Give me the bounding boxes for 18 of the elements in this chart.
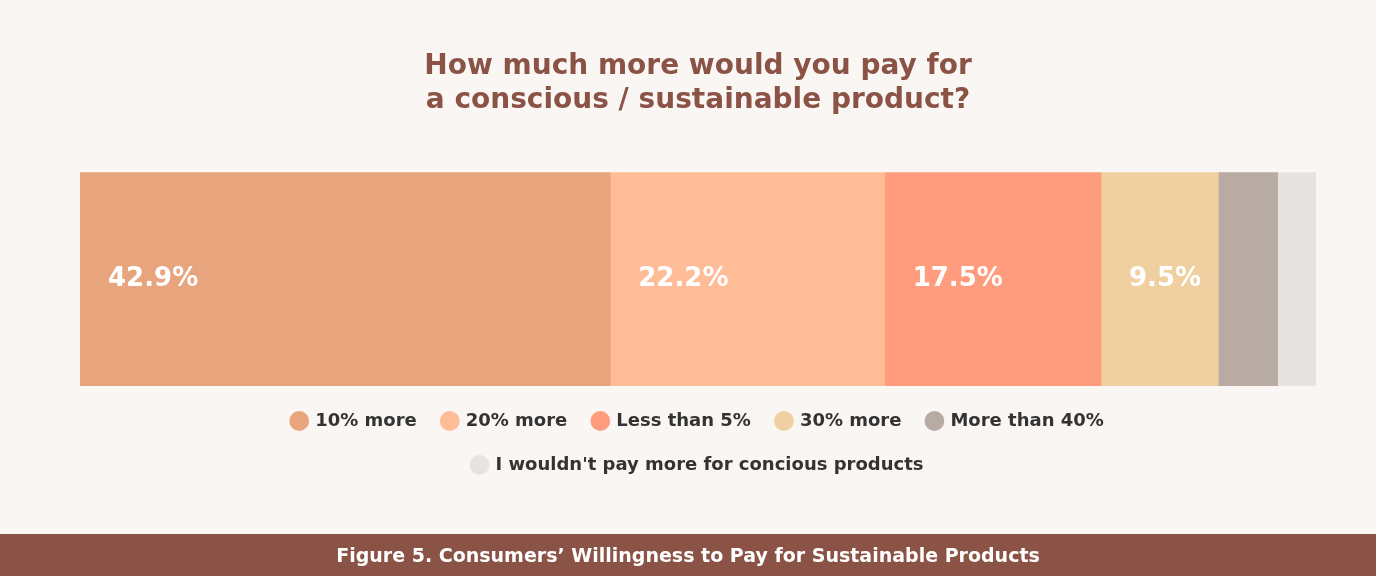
data-label: 9.5% <box>1128 261 1202 292</box>
legend-label: Less than 5% <box>616 408 751 430</box>
chart-title: How much more would you pay for a conscious / sustainable product? <box>424 48 972 115</box>
legend-label: More than 40% <box>950 408 1104 430</box>
legend-label: 30% more <box>799 408 902 430</box>
bar <box>1218 172 1279 386</box>
bar <box>80 172 611 386</box>
data-label: 42.9% <box>108 261 199 292</box>
caption: Figure 5. Consumers’ Willingness to Pay for Sustainable Products <box>0 534 1376 576</box>
bar <box>884 172 1102 386</box>
legend-label: 20% more <box>465 408 568 430</box>
data-label: 17.5% <box>912 261 1003 292</box>
legend-label: 10% more <box>315 408 417 430</box>
bar <box>609 172 885 386</box>
bar <box>1277 172 1316 386</box>
legend-label: I wouldn't pay more for concious products <box>495 452 924 474</box>
data-label: 22.2% <box>638 261 729 292</box>
bar <box>1100 172 1219 386</box>
